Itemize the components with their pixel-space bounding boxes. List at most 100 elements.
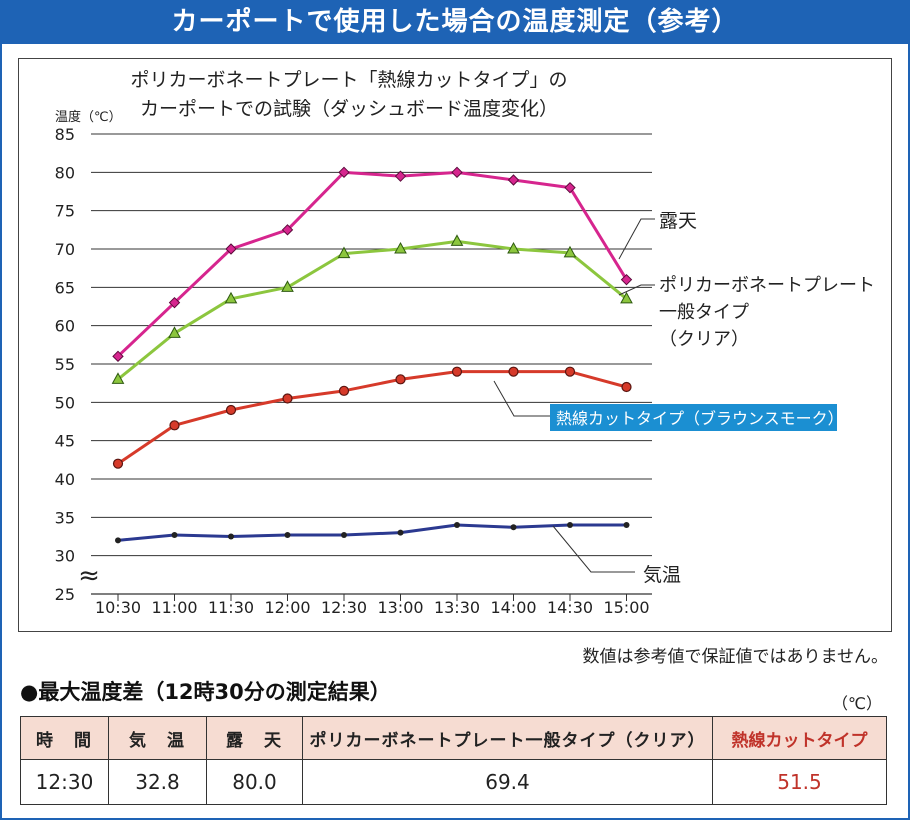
series-label-clear-type: 一般タイプ [659,302,749,323]
data-point [564,181,576,194]
series-label-heat-cut-type: 熱線カットタイプ（ブラウンスモーク） [556,409,844,428]
label-leader [552,525,635,573]
header-time: 時 間 [20,716,109,760]
cell-time: 12:30 [20,759,109,805]
data-point [563,245,577,258]
series-line-2 [117,370,627,465]
data-point [225,243,237,255]
data-point [168,326,181,338]
data-point [112,458,124,469]
y-tick-label: 30 [55,547,75,566]
y-tick-label: 80 [55,163,75,182]
data-point [171,531,178,538]
table-row: 12:30 32.8 80.0 69.4 51.5 [20,759,887,805]
series-line-0 [116,170,628,358]
data-point [451,366,463,377]
data-point [394,241,407,254]
data-point [567,522,573,528]
cell-heat-cut-type: 51.5 [712,759,887,805]
series-line-3 [117,523,627,542]
y-tick-label: 45 [55,432,75,451]
x-tick-label: 15:00 [603,598,649,617]
data-point [337,246,351,259]
label-leader [618,218,655,260]
series-line-1 [117,239,628,381]
data-point [508,366,519,377]
data-point [397,529,404,536]
disclaimer-note: 数値は参考値で保証値ではありません。 [582,647,889,667]
header-air-temp: 気 温 [108,716,207,760]
data-point [168,296,181,309]
data-point [338,385,350,396]
x-tick-label: 14:30 [547,598,593,617]
data-point [623,522,630,528]
data-point [228,533,234,540]
data-point [115,537,121,544]
data-point [395,374,406,385]
x-tick-label: 14:00 [490,598,536,617]
chart-panel: ポリカーボネートプレート「熱線カットタイプ」の カーポートでの試験（ダッシュボード… [18,58,892,632]
data-point [620,273,633,286]
y-tick-label: 55 [55,355,75,374]
x-tick-label: 11:30 [208,598,254,617]
series-label-outdoor: 露天 [659,210,697,232]
data-point [225,404,237,416]
data-point [224,291,238,304]
data-point [111,372,125,384]
series-label-clear-type: （クリア） [659,329,749,350]
data-point [507,174,520,186]
y-tick-label: 25 [55,585,75,604]
x-tick-label: 13:00 [377,598,423,617]
label-leader [618,284,655,296]
y-tick-label: 40 [55,470,75,489]
y-tick-label: 65 [55,278,75,297]
data-point [282,393,293,404]
y-tick-label: 70 [55,240,75,259]
data-point [112,350,124,363]
x-tick-label: 12:00 [264,598,310,617]
x-tick-label: 12:30 [321,598,367,617]
result-table: 時 間 気 温 露 天 ポリカーボネートプレート一般タイプ（クリア） 熱線カット… [20,716,887,805]
y-axis-label: 温度（℃） [55,109,122,125]
y-tick-label: 85 [55,125,75,144]
data-point [341,531,347,538]
data-point [454,522,460,528]
y-tick-label: 60 [55,317,75,336]
data-point [621,381,632,393]
series-label-clear-type: ポリカーボネートプレート [659,275,875,296]
table-unit: （℃） [832,694,882,713]
header-heat-cut-type: 熱線カットタイプ [712,716,887,760]
page-title: カーポートで使用した場合の温度測定（参考） [0,0,910,44]
table-title: ●最大温度差（12時30分の測定結果） [20,680,391,704]
header-outdoor: 露 天 [206,716,303,760]
data-point [451,166,463,179]
chart-title-line: ポリカーボネートプレート「熱線カットタイプ」の [130,69,567,91]
header-clear-type: ポリカーボネートプレート一般タイプ（クリア） [302,716,713,760]
data-point [281,224,294,236]
y-tick-label: 35 [55,508,75,527]
table-header-row: 時 間 気 温 露 天 ポリカーボネートプレート一般タイプ（クリア） 熱線カット… [20,716,887,760]
temperature-line-chart: ポリカーボネートプレート「熱線カットタイプ」のカーポートでの試験（ダッシュボード… [55,69,875,617]
data-point [394,170,407,182]
series-label-air-temp: 気温 [643,564,681,586]
x-tick-label: 13:30 [434,598,480,617]
data-point [620,291,633,304]
data-point [564,366,576,377]
data-point [338,166,350,179]
data-point [507,241,520,254]
data-point [169,420,180,431]
chart-title-line: カーポートでの試験（ダッシュボード温度変化） [140,98,558,120]
data-point [450,234,464,246]
cell-outdoor: 80.0 [206,759,303,805]
series-label-highlight-box [550,404,837,431]
cell-air-temp: 32.8 [108,759,207,805]
axis-break-symbol: ≈ [78,561,100,591]
label-leader [493,380,550,417]
data-point [284,531,291,538]
x-tick-label: 10:30 [95,598,141,617]
y-tick-label: 50 [55,393,75,412]
data-point [281,280,294,292]
y-tick-label: 75 [55,202,75,221]
x-tick-label: 11:00 [151,598,197,617]
data-point [510,524,517,531]
